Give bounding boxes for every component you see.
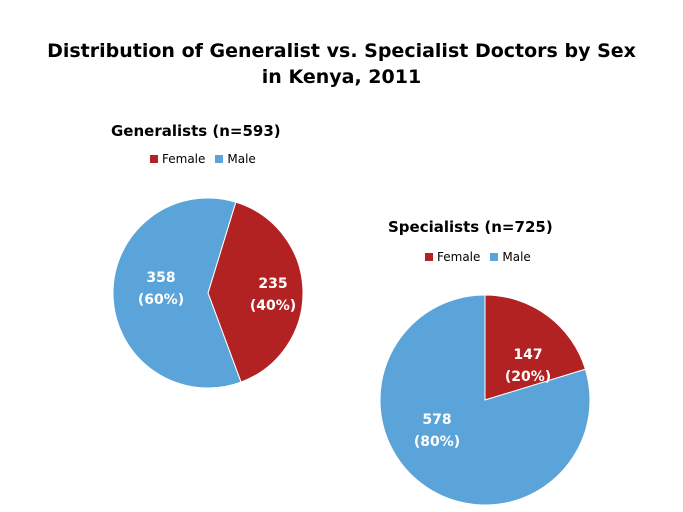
- legend-label-male: Male: [227, 152, 256, 166]
- female-swatch: [425, 253, 433, 261]
- slice-percent-label-male: (60%): [138, 292, 184, 308]
- slice-value-label-male: 358: [146, 270, 175, 286]
- generalists-chart-title: Generalists (n=593): [111, 122, 281, 140]
- slice-value-label-male: 578: [422, 412, 451, 428]
- female-swatch: [150, 155, 158, 163]
- slice-value-label-female: 147: [513, 347, 542, 363]
- specialists-pie-chart: 147 (20%) 578 (80%): [379, 294, 591, 506]
- legend-item-male: Male: [215, 152, 256, 166]
- legend-item-male: Male: [490, 250, 531, 264]
- legend-label-female: Female: [437, 250, 481, 264]
- title-line-1: Distribution of Generalist vs. Specialis…: [47, 40, 636, 62]
- legend-item-female: Female: [425, 250, 480, 264]
- slice-percent-label-male: (80%): [414, 434, 460, 450]
- pie-slice-male: [112, 197, 242, 389]
- title-line-2: in Kenya, 2011: [261, 66, 422, 88]
- page-title: Distribution of Generalist vs. Specialis…: [0, 38, 683, 90]
- generalists-pie-chart: 235 (40%) 358 (60%): [112, 197, 304, 389]
- pie-slice-female: [484, 294, 587, 401]
- slice-percent-label-female: (20%): [505, 369, 551, 385]
- slice-percent-label-female: (40%): [250, 298, 296, 314]
- specialists-legend: Female Male: [425, 250, 541, 264]
- pie-slice-male: [379, 294, 591, 506]
- legend-item-female: Female: [150, 152, 205, 166]
- male-swatch: [490, 253, 499, 261]
- male-swatch: [215, 155, 224, 163]
- pie-slice-female: [207, 201, 304, 383]
- specialists-chart-title: Specialists (n=725): [388, 218, 553, 236]
- generalists-legend: Female Male: [150, 152, 266, 166]
- legend-label-male: Male: [502, 250, 531, 264]
- slice-value-label-female: 235: [258, 276, 287, 292]
- legend-label-female: Female: [162, 152, 206, 166]
